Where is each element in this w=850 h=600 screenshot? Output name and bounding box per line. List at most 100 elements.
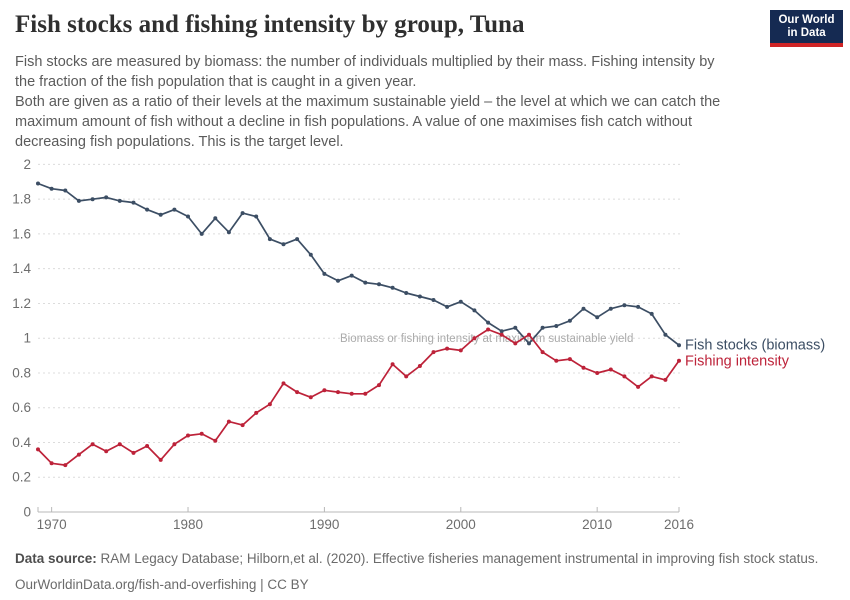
- fishing-intensity-data-point[interactable]: [349, 391, 354, 396]
- fishing-intensity-data-point[interactable]: [499, 332, 504, 337]
- fish-stocks-data-point[interactable]: [608, 306, 613, 311]
- fish-stocks-data-point[interactable]: [117, 198, 122, 203]
- fishing-intensity-data-point[interactable]: [377, 383, 381, 388]
- fishing-intensity-data-point[interactable]: [213, 438, 218, 443]
- fishing-intensity-data-point[interactable]: [445, 346, 450, 351]
- fish-stocks-data-point[interactable]: [295, 237, 300, 242]
- fishing-intensity-data-point[interactable]: [513, 341, 518, 346]
- fishing-intensity-data-point[interactable]: [390, 362, 395, 367]
- fish-stocks-data-point[interactable]: [649, 311, 654, 316]
- fish-stocks-data-point[interactable]: [472, 308, 477, 313]
- fish-stocks-line[interactable]: [37, 182, 680, 347]
- fish-stocks-data-point[interactable]: [131, 200, 136, 205]
- fishing-intensity-data-point[interactable]: [295, 390, 300, 395]
- fishing-intensity-data-point[interactable]: [608, 367, 613, 372]
- fish-stocks-data-point[interactable]: [322, 271, 327, 276]
- fish-stocks-data-point[interactable]: [540, 325, 545, 330]
- fishing-intensity-data-point[interactable]: [649, 374, 654, 379]
- fish-stocks-data-point[interactable]: [36, 181, 40, 186]
- fish-stocks-data-point[interactable]: [363, 280, 368, 285]
- fish-stocks-data-point[interactable]: [349, 273, 354, 278]
- fishing-intensity-data-point[interactable]: [172, 442, 177, 447]
- fish-stocks-data-point[interactable]: [390, 285, 395, 290]
- fishing-intensity-data-point[interactable]: [36, 447, 40, 452]
- fish-stocks-data-point[interactable]: [308, 252, 313, 257]
- fish-stocks-data-point[interactable]: [417, 294, 422, 299]
- fish-stocks-data-point[interactable]: [581, 306, 586, 311]
- fish-stocks-data-point[interactable]: [431, 298, 436, 302]
- fish-stocks-data-point[interactable]: [445, 304, 450, 309]
- fishing-intensity-data-point[interactable]: [76, 452, 81, 457]
- fish-stocks-data-point[interactable]: [622, 303, 627, 308]
- fishing-intensity-data-point[interactable]: [336, 390, 340, 395]
- fish-stocks-data-point[interactable]: [567, 318, 572, 323]
- fishing-intensity-data-point[interactable]: [63, 463, 68, 468]
- fishing-intensity-line[interactable]: [37, 328, 680, 466]
- line-chart-canvas[interactable]: 0 0.2 0.4 0.6 0.8 1 1.2 1.4 1.6 1.8 2 1970 1980 1990 2…: [0, 150, 850, 545]
- fish-stocks-data-point[interactable]: [199, 231, 204, 236]
- fishing-intensity-data-point[interactable]: [267, 402, 272, 407]
- fish-stocks-data-point[interactable]: [527, 341, 531, 346]
- fishing-intensity-data-point[interactable]: [90, 442, 95, 447]
- fishing-intensity-data-point[interactable]: [554, 358, 559, 363]
- fish-stocks-data-point[interactable]: [240, 211, 245, 216]
- fish-stocks-data-point[interactable]: [595, 315, 600, 320]
- fishing-intensity-data-point[interactable]: [281, 381, 286, 386]
- fishing-intensity-data-point[interactable]: [186, 433, 190, 438]
- fishing-intensity-data-point[interactable]: [199, 431, 204, 436]
- fishing-intensity-data-point[interactable]: [404, 374, 409, 379]
- fish-stocks-data-point[interactable]: [63, 188, 68, 193]
- fish-stocks-data-point[interactable]: [513, 325, 518, 330]
- fishing-intensity-data-point[interactable]: [622, 374, 627, 379]
- fishing-intensity-data-point[interactable]: [636, 384, 641, 389]
- fish-stocks-data-point[interactable]: [677, 343, 681, 348]
- fishing-intensity-data-point[interactable]: [663, 377, 668, 382]
- fishing-intensity-data-point[interactable]: [486, 327, 491, 332]
- fish-stocks-data-point[interactable]: [186, 214, 190, 219]
- fishing-intensity-data-point[interactable]: [581, 365, 586, 370]
- fish-stocks-data-point[interactable]: [281, 242, 286, 247]
- fishing-intensity-data-point[interactable]: [567, 357, 572, 362]
- fish-stocks-data-point[interactable]: [404, 291, 409, 295]
- fish-stocks-data-point[interactable]: [226, 230, 231, 235]
- fishing-intensity-data-point[interactable]: [540, 350, 545, 355]
- fish-stocks-data-point[interactable]: [267, 237, 272, 242]
- fish-stocks-data-point[interactable]: [499, 329, 504, 334]
- fishing-intensity-data-point[interactable]: [677, 358, 681, 363]
- fish-stocks-data-point[interactable]: [104, 195, 109, 200]
- fishing-intensity-data-point[interactable]: [104, 449, 109, 454]
- fish-stocks-data-point[interactable]: [76, 198, 81, 203]
- fishing-intensity-data-point[interactable]: [131, 450, 136, 455]
- fishing-intensity-data-point[interactable]: [417, 364, 422, 368]
- fish-stocks-data-point[interactable]: [377, 282, 381, 287]
- fishing-intensity-data-point[interactable]: [363, 391, 368, 396]
- series-label-fish-stocks[interactable]: Fish stocks (biomass): [685, 338, 825, 354]
- owid-logo[interactable]: Our World in Data: [770, 10, 843, 47]
- fish-stocks-data-point[interactable]: [663, 332, 668, 337]
- fish-stocks-data-point[interactable]: [636, 304, 641, 309]
- fish-stocks-data-point[interactable]: [486, 320, 491, 325]
- fish-stocks-data-point[interactable]: [554, 324, 559, 328]
- fish-stocks-data-point[interactable]: [254, 214, 259, 219]
- fishing-intensity-data-point[interactable]: [158, 457, 163, 462]
- fishing-intensity-data-point[interactable]: [308, 395, 313, 400]
- fishing-intensity-data-point[interactable]: [322, 388, 327, 393]
- fish-stocks-data-point[interactable]: [172, 207, 177, 212]
- fishing-intensity-data-point[interactable]: [458, 348, 463, 353]
- fishing-intensity-data-point[interactable]: [117, 442, 122, 447]
- fish-stocks-data-point[interactable]: [145, 207, 150, 212]
- fish-stocks-data-point[interactable]: [158, 212, 163, 217]
- fishing-intensity-data-point[interactable]: [254, 410, 259, 415]
- fishing-intensity-data-point[interactable]: [49, 461, 54, 466]
- fish-stocks-data-point[interactable]: [336, 278, 340, 283]
- fishing-intensity-data-point[interactable]: [226, 419, 231, 424]
- series-label-fishing-intensity[interactable]: Fishing intensity: [685, 353, 790, 369]
- fish-stocks-data-point[interactable]: [458, 299, 463, 304]
- fishing-intensity-data-point[interactable]: [145, 444, 150, 448]
- fish-stocks-data-point[interactable]: [213, 216, 218, 221]
- fish-stocks-data-point[interactable]: [90, 197, 95, 202]
- fishing-intensity-data-point[interactable]: [240, 423, 245, 428]
- fishing-intensity-data-point[interactable]: [472, 336, 477, 341]
- fishing-intensity-data-point[interactable]: [595, 371, 600, 375]
- fishing-intensity-data-point[interactable]: [431, 350, 436, 355]
